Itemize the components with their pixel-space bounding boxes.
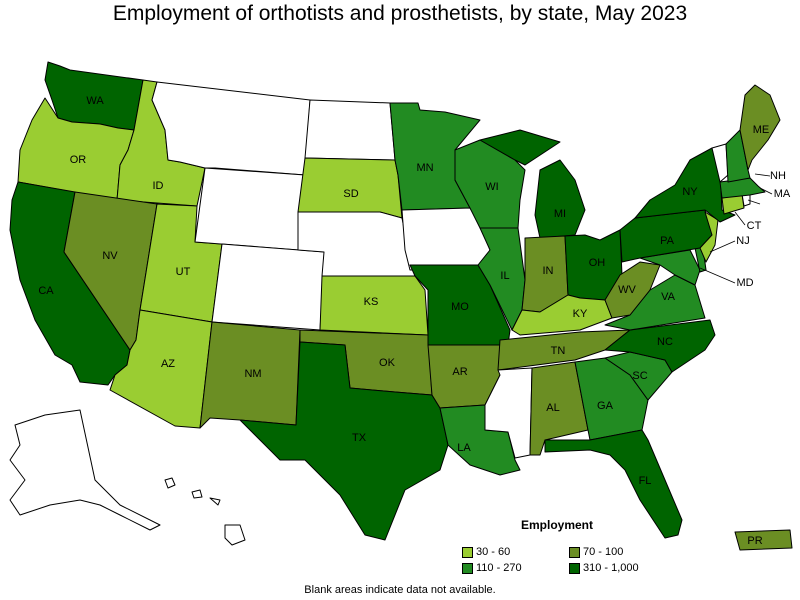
- state-label-ar: AR: [452, 366, 467, 378]
- state-label-nc: NC: [657, 336, 673, 348]
- state-label-ca: CA: [38, 285, 54, 297]
- state-label-ky: KY: [573, 308, 588, 320]
- legend-item-110-270: 110 - 270: [462, 562, 522, 574]
- state-label-ok: OK: [379, 357, 396, 369]
- state-label-oh: OH: [589, 257, 606, 269]
- legend-item-310-1000: 310 - 1,000: [569, 562, 639, 574]
- state-label-sc: SC: [632, 370, 647, 382]
- state-MT: [151, 81, 311, 176]
- legend-label-70-100: 70 - 100: [583, 546, 624, 558]
- state-label-mn: MN: [416, 162, 433, 174]
- state-label-nh: NH: [770, 170, 786, 182]
- state-label-me: ME: [753, 124, 770, 136]
- state-label-pr: PR: [747, 535, 762, 547]
- leader-nj: [709, 240, 736, 253]
- state-label-il: IL: [500, 270, 509, 282]
- state-WV: [604, 261, 661, 319]
- state-label-in: IN: [543, 265, 554, 277]
- state-label-al: AL: [546, 402, 559, 414]
- state-label-la: LA: [457, 442, 471, 454]
- state-NC: [604, 319, 716, 373]
- state-label-wi: WI: [485, 181, 498, 193]
- state-label-nm: NM: [244, 368, 261, 380]
- state-label-wv: WV: [618, 284, 636, 296]
- state-ND: [304, 99, 396, 161]
- state-label-mo: MO: [451, 301, 469, 313]
- leader-ri: [747, 199, 761, 205]
- state-WY: [194, 167, 306, 251]
- state-label-ma: MA: [774, 188, 791, 200]
- state-NH: [725, 129, 751, 183]
- state-label-nv: NV: [102, 250, 118, 262]
- state-label-nj: NJ: [736, 235, 749, 247]
- state-AK: [9, 409, 161, 531]
- legend-swatch-110-270: [462, 562, 473, 574]
- legend-title: Employment: [521, 518, 594, 532]
- legend-label-310-1000: 310 - 1,000: [583, 562, 639, 574]
- state-label-va: VA: [661, 291, 676, 303]
- state-label-wa: WA: [86, 95, 104, 107]
- legend-item-70-100: 70 - 100: [569, 546, 623, 558]
- state-label-pa: PA: [660, 235, 675, 247]
- state-MA: [719, 177, 766, 199]
- state-KY: [511, 294, 613, 336]
- map-title: Employment of orthotists and prosthetist…: [112, 2, 688, 25]
- state-label-fl: FL: [639, 475, 652, 487]
- legend-label-110-270: 110 - 270: [476, 562, 522, 574]
- leader-ct: [734, 211, 746, 226]
- legend-swatch-30-60: [462, 546, 473, 558]
- state-ME: [739, 84, 781, 171]
- state-label-id: ID: [153, 180, 164, 192]
- footnote: Blank areas indicate data not available.: [304, 584, 496, 596]
- state-FL: [544, 429, 683, 539]
- state-KS: [319, 275, 429, 336]
- state-label-ny: NY: [682, 186, 698, 198]
- state-label-ut: UT: [176, 266, 191, 278]
- state-CO: [211, 243, 326, 331]
- state-label-tx: TX: [352, 432, 367, 444]
- state-label-or: OR: [70, 154, 87, 166]
- state-label-tn: TN: [551, 345, 566, 357]
- legend-swatch-310-1000: [569, 562, 580, 574]
- leader-ma: [759, 187, 773, 195]
- state-label-sd: SD: [343, 188, 358, 200]
- state-label-ga: GA: [597, 400, 614, 412]
- leader-md: [699, 267, 736, 284]
- legend-item-30-60: 30 - 60: [462, 546, 510, 558]
- state-label-ct: CT: [747, 220, 762, 232]
- state-label-md: MD: [736, 277, 753, 289]
- state-label-ks: KS: [364, 296, 379, 308]
- legend-label-30-60: 30 - 60: [476, 546, 511, 558]
- state-TX: [239, 341, 449, 541]
- leader-nh: [754, 173, 771, 177]
- state-MI: [479, 129, 586, 239]
- state-PR: [734, 529, 793, 551]
- state-label-az: AZ: [161, 358, 175, 370]
- legend-swatch-70-100: [569, 546, 580, 558]
- state-label-mi: MI: [554, 208, 566, 220]
- state-HI: [164, 477, 246, 546]
